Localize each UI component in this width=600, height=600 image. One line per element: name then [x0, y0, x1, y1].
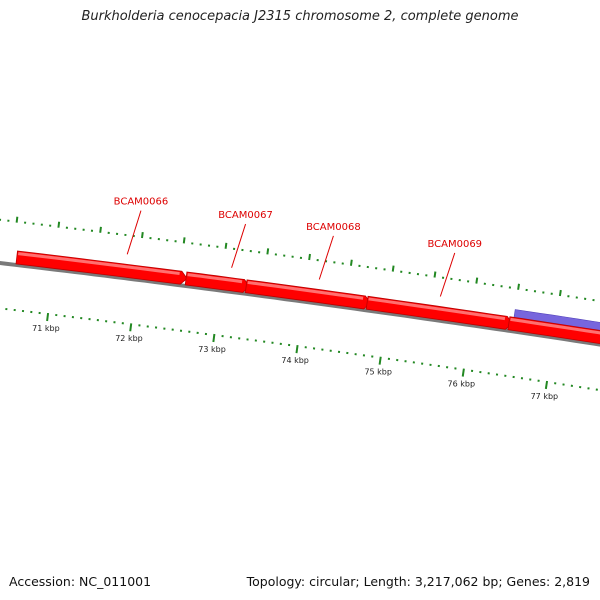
inner-tick	[461, 368, 465, 377]
gene-arrow-highlight	[247, 281, 364, 300]
genome-stats-text: Topology: circular; Length: 3,217,062 bp…	[246, 574, 590, 589]
gene-label: BCAM0066	[114, 197, 169, 208]
outer-tick	[182, 237, 186, 244]
outer-tick	[517, 283, 520, 290]
outer-tick	[57, 221, 61, 228]
outer-tick	[15, 216, 19, 223]
gene-label-leader	[126, 210, 142, 255]
inner-tick	[544, 380, 549, 390]
outer-tick	[558, 289, 562, 297]
scale-label: 73 kbp	[198, 345, 226, 354]
outer-tick	[308, 253, 311, 261]
outer-tick	[266, 248, 270, 255]
outer-tick	[224, 242, 228, 249]
gene-arrow-highlight	[510, 317, 600, 335]
gene-label-leader	[231, 223, 247, 268]
outer-tick	[349, 259, 353, 266]
inner-tick	[295, 345, 299, 354]
map-title: Burkholderia cenocepacia J2315 chromosom…	[81, 9, 519, 24]
genome-backbone	[0, 260, 600, 347]
scale-label: 77 kbp	[531, 392, 559, 401]
scale-label: 72 kbp	[115, 334, 143, 343]
accession-text: Accession: NC_011001	[9, 574, 152, 589]
gene-label: BCAM0069	[427, 239, 482, 250]
scale-label: 71 kbp	[32, 324, 60, 333]
scale-label: 74 kbp	[281, 356, 309, 365]
scale-label: 75 kbp	[364, 368, 392, 377]
outer-tick	[99, 226, 102, 233]
scale-label: 76 kbp	[448, 379, 476, 388]
gene-label-leader	[439, 252, 456, 297]
gene-label: BCAM0067	[218, 210, 273, 221]
outer-tick	[391, 265, 395, 272]
inner-tick	[212, 333, 216, 343]
gene-arrow-highlight	[18, 252, 180, 275]
gene-label: BCAM0068	[306, 222, 361, 233]
gene-label-leader	[318, 235, 334, 280]
outer-tick	[433, 271, 437, 278]
gene-arrow-highlight	[368, 297, 506, 321]
gene-arrow-highlight	[187, 273, 243, 284]
outer-tick	[475, 277, 479, 284]
inner-tick	[46, 312, 50, 322]
inner-tick	[378, 356, 382, 365]
outer-tick	[141, 231, 144, 239]
inner-tick	[129, 323, 133, 332]
